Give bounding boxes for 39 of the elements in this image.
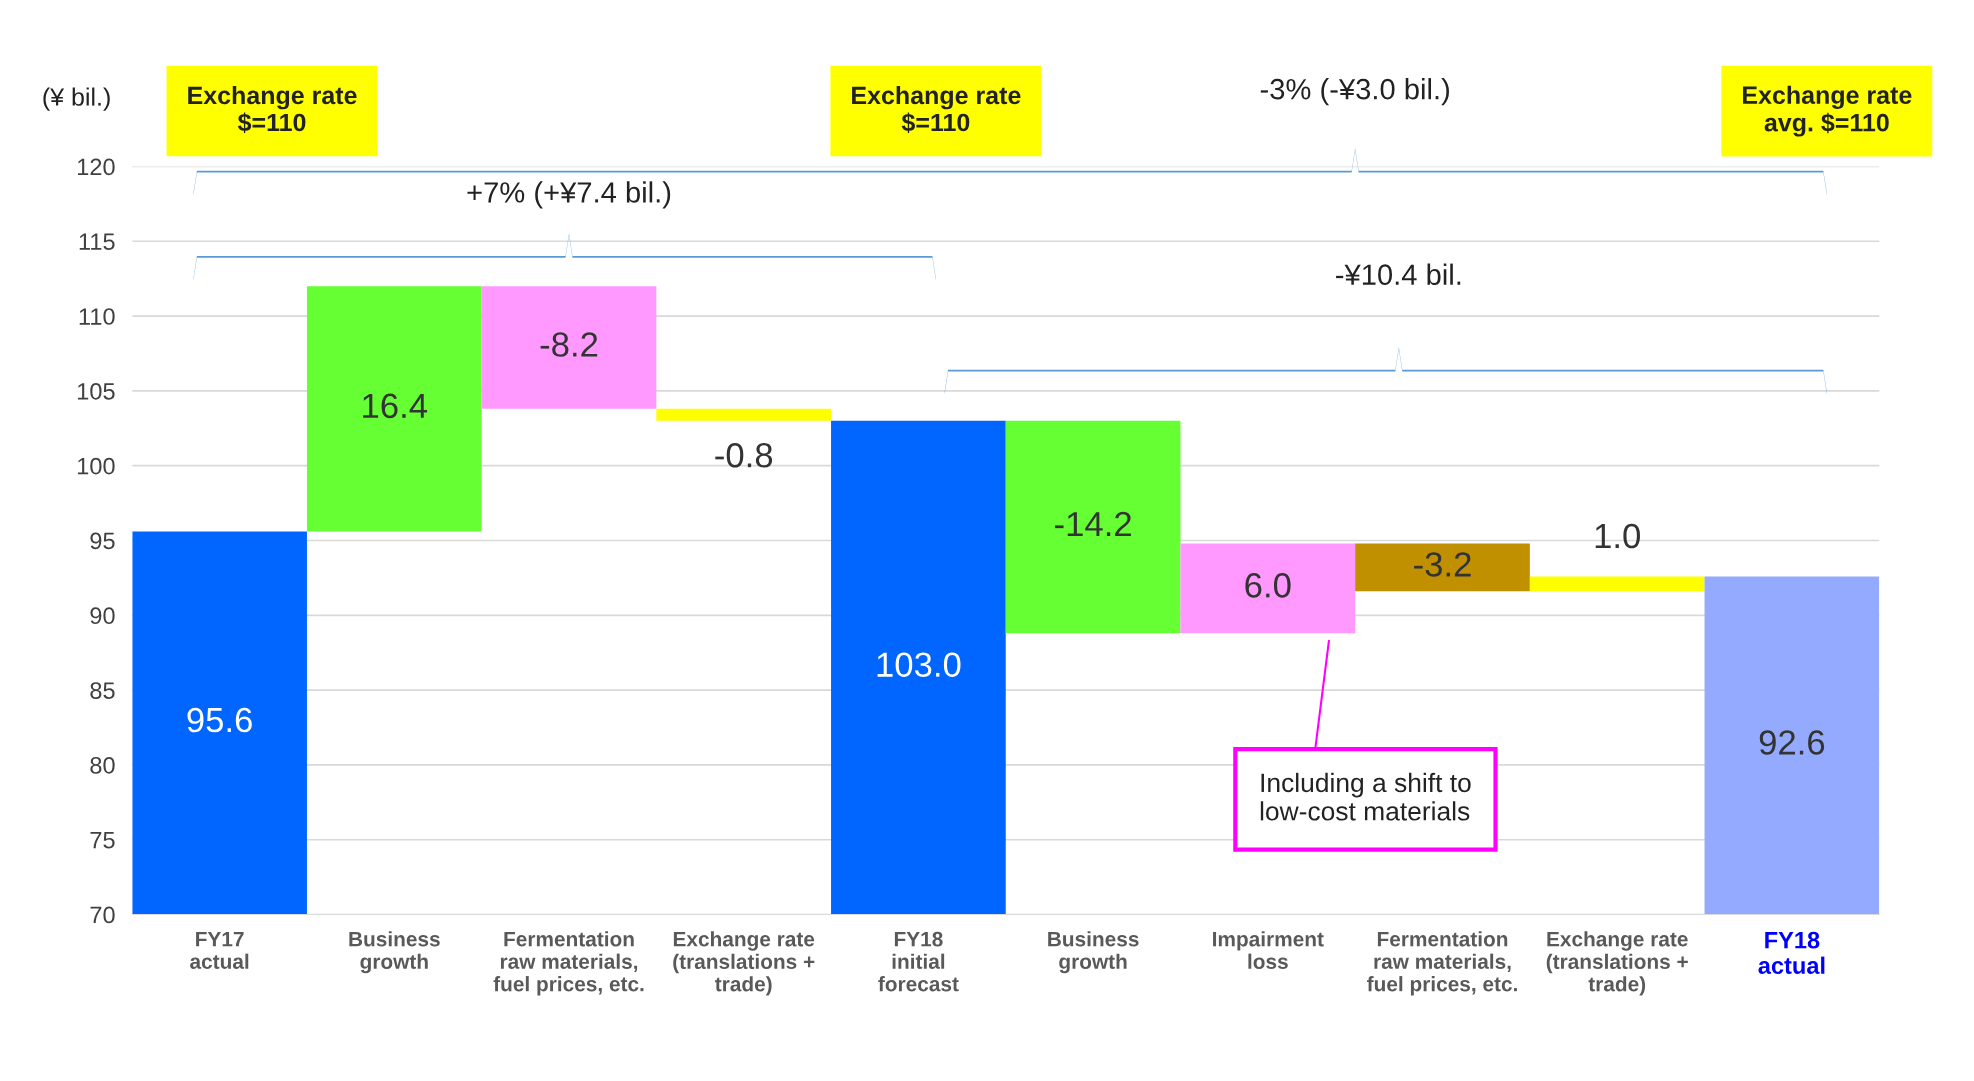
y-tick-label: 75 [90,832,115,849]
data-label: 16.4 [363,393,428,419]
annotation: Including a shift to low-cost materials [1260,772,1471,821]
annotation: +7% (+¥7.4 bil.) [467,181,671,209]
data-label: 6.0 [1245,573,1291,598]
data-label: 92.6 [1759,730,1825,755]
x-tick-label: Fermentation raw materials, fuel prices, etc. [1367,931,1517,996]
data-label: 1.0 [1595,523,1640,549]
y-tick-label: 85 [90,682,115,699]
x-tick-label: Impairment loss [1213,931,1324,969]
x-tick-label: Business growth [1048,931,1139,974]
y-tick-label: 80 [90,756,115,774]
data-label: -3.2 [1414,552,1471,577]
x-tick-label: Exchange rate (translations + trade) [673,931,815,996]
annotation: -¥10.4 bil. [1336,263,1461,286]
text: -3% (-¥3.0 bil.) [1260,78,1449,106]
y-tick-label: 105 [78,382,115,400]
text: Exchange rate $=110 [188,85,357,133]
data-label: -0.8 [715,442,773,468]
x-tick-label: FY18 actual [1758,931,1825,974]
y-axis-title: (¥ bil.) [43,87,110,111]
y-tick-label: 120 [78,158,115,176]
data-label: 95.6 [187,707,252,733]
y-tick-label: 115 [79,233,115,251]
data-label: -8.2 [540,332,598,357]
x-tick-label: Fermentation raw materials, fuel prices, etc. [493,931,644,996]
data-label: -14.2 [1055,511,1131,537]
text: Exchange rate avg. $=110 [1743,85,1912,137]
x-tick-label: Exchange rate (translations + trade) [1546,931,1688,996]
text: Exchange rate $=110 [852,85,1021,133]
y-tick-label: 110 [79,308,115,325]
y-tick-label: 95 [90,532,115,550]
y-tick-label: 70 [90,906,115,924]
x-tick-label: FY17 actual [190,931,249,969]
x-tick-label: Business growth [349,931,440,974]
x-tick-label: FY18 initial forecast [878,931,959,992]
y-tick-label: 100 [78,457,115,475]
data-label: 103.0 [877,652,961,677]
y-tick-label: 90 [90,607,115,625]
